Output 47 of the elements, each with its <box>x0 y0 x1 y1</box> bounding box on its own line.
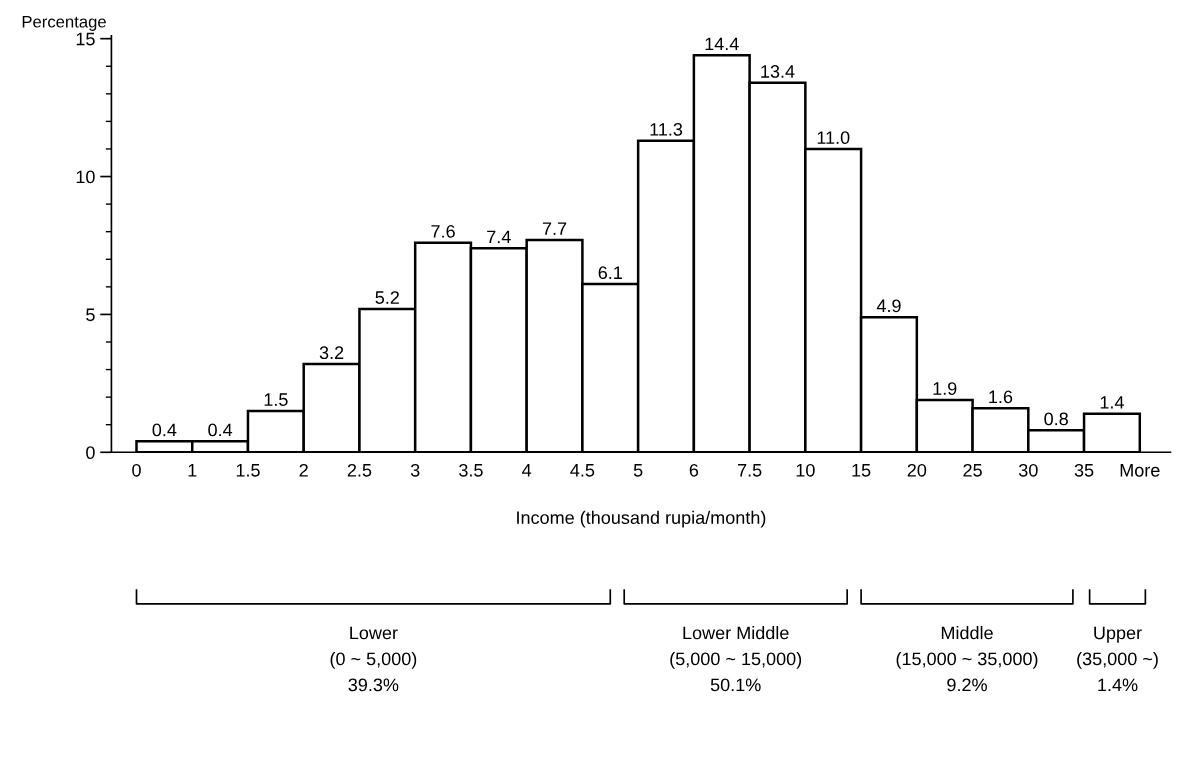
data-label: 7.4 <box>487 230 511 244</box>
data-label: 1.9 <box>933 382 957 395</box>
x-tick-label: 1.5 <box>236 464 260 477</box>
text: Upper (35,000 ~) 1.4% <box>1077 626 1158 692</box>
data-label: 6.1 <box>598 266 622 280</box>
x-tick-label: More <box>1120 464 1160 477</box>
x-tick-label: 2.5 <box>347 463 372 477</box>
data-label: 4.9 <box>876 299 901 313</box>
y-tick-label: 0 <box>86 446 95 460</box>
y-tick-label: 15 <box>76 32 95 46</box>
y-tick-label: 5 <box>86 308 95 322</box>
data-label: 11.3 <box>650 122 683 136</box>
y-tick-label: 10 <box>76 170 95 184</box>
data-label: 13.4 <box>761 65 795 78</box>
text: Lower (0 ~ 5,000) 39.3% <box>330 626 417 692</box>
x-axis-title: Income (thousand rupia/month) <box>517 510 766 528</box>
x-tick-label: 30 <box>1018 463 1038 477</box>
data-label: 1.5 <box>264 393 288 406</box>
data-label: 7.6 <box>431 224 455 238</box>
data-label: 14.4 <box>705 37 739 51</box>
x-tick-label: 25 <box>963 463 982 477</box>
data-label: 0.4 <box>208 423 233 437</box>
data-label: 1.6 <box>989 390 1013 404</box>
x-tick-label: 35 <box>1074 463 1094 477</box>
x-tick-label: 3 <box>410 463 420 477</box>
x-tick-label: 4.5 <box>570 464 595 477</box>
x-tick-label: 20 <box>907 463 927 477</box>
data-label: 0.4 <box>152 423 177 437</box>
x-tick-label: 10 <box>796 463 815 477</box>
x-tick-label: 6 <box>689 463 699 477</box>
x-tick-label: 1 <box>188 464 197 477</box>
text: Lower Middle (5,000 ~ 15,000) 50.1% <box>670 626 802 692</box>
x-tick-label: 7.5 <box>738 464 762 477</box>
data-label: 3.2 <box>319 346 344 360</box>
x-tick-label: 4 <box>522 464 532 477</box>
data-label: 5.2 <box>375 291 399 304</box>
x-tick-label: 3.5 <box>459 463 483 477</box>
x-tick-label: 15 <box>852 464 871 477</box>
x-tick-label: 0 <box>132 463 141 477</box>
text: Middle (15,000 ~ 35,000) 9.2% <box>896 626 1038 692</box>
data-label: 7.7 <box>542 222 567 235</box>
x-tick-label: 2 <box>299 463 308 477</box>
data-label: 11.0 <box>817 131 850 145</box>
data-label: 1.4 <box>1100 396 1124 409</box>
x-tick-label: 5 <box>633 464 643 477</box>
data-label: 0.8 <box>1044 412 1068 426</box>
y-axis-title: Percentage <box>22 15 106 31</box>
